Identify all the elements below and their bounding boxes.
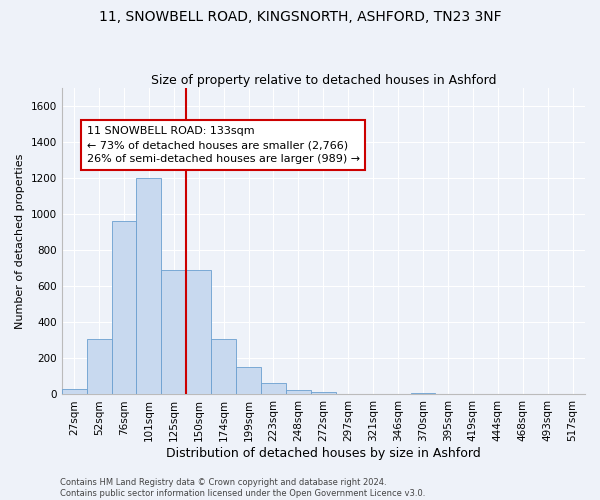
Bar <box>62 389 86 394</box>
Text: 11 SNOWBELL ROAD: 133sqm
← 73% of detached houses are smaller (2,766)
26% of sem: 11 SNOWBELL ROAD: 133sqm ← 73% of detach… <box>86 126 360 164</box>
X-axis label: Distribution of detached houses by size in Ashford: Distribution of detached houses by size … <box>166 447 481 460</box>
Bar <box>211 338 236 394</box>
Text: Contains HM Land Registry data © Crown copyright and database right 2024.
Contai: Contains HM Land Registry data © Crown c… <box>60 478 425 498</box>
Bar <box>286 390 311 394</box>
Bar <box>410 392 436 394</box>
Bar <box>136 178 161 394</box>
Bar <box>311 392 336 394</box>
Y-axis label: Number of detached properties: Number of detached properties <box>15 154 25 329</box>
Text: 11, SNOWBELL ROAD, KINGSNORTH, ASHFORD, TN23 3NF: 11, SNOWBELL ROAD, KINGSNORTH, ASHFORD, … <box>98 10 502 24</box>
Title: Size of property relative to detached houses in Ashford: Size of property relative to detached ho… <box>151 74 496 87</box>
Bar <box>86 338 112 394</box>
Bar <box>112 222 136 394</box>
Bar <box>186 270 211 394</box>
Bar <box>236 368 261 394</box>
Bar <box>261 382 286 394</box>
Bar <box>161 270 186 394</box>
